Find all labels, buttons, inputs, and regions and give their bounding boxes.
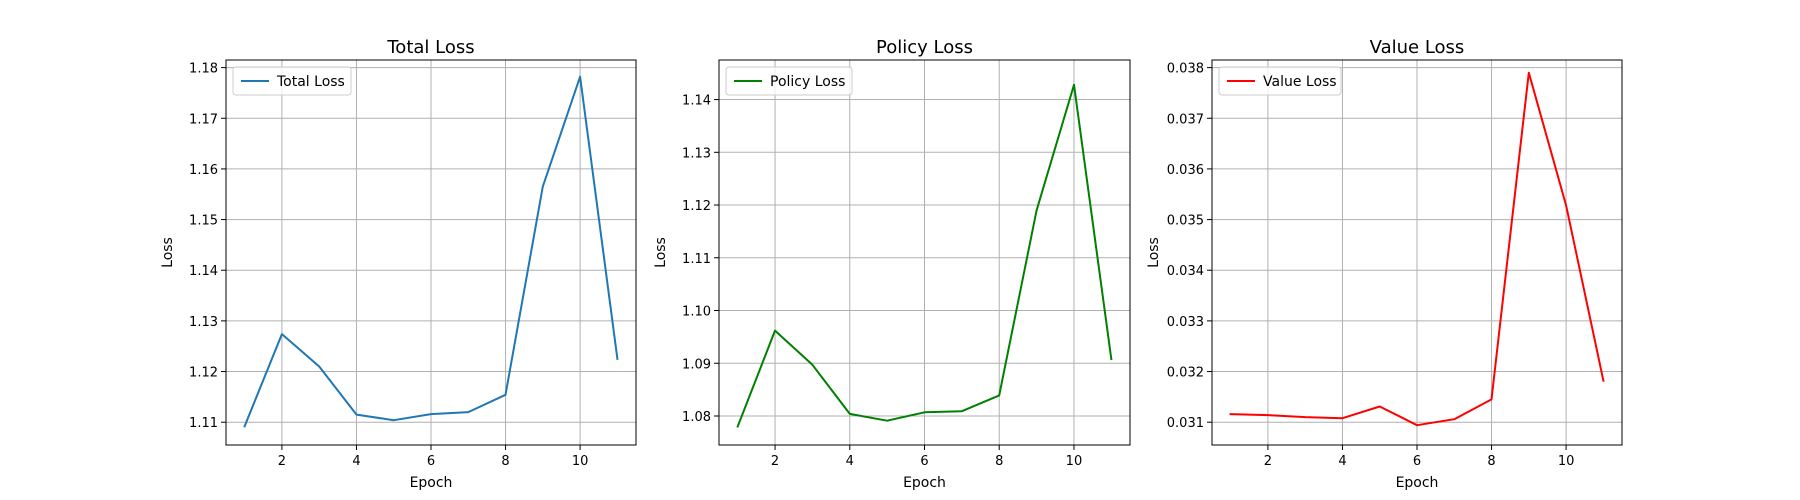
y-tick-label: 0.038: [1167, 62, 1204, 77]
y-tick-label: 1.14: [682, 94, 711, 109]
y-tick-label: 0.034: [1167, 264, 1204, 279]
y-tick-label: 1.09: [682, 357, 711, 372]
x-tick-label: 10: [1066, 454, 1083, 469]
y-tick-label: 0.035: [1167, 214, 1204, 229]
y-tick-label: 1.18: [189, 62, 218, 77]
x-tick-label: 2: [1264, 454, 1272, 469]
x-tick-label: 8: [501, 454, 509, 469]
legend-label: Total Loss: [276, 74, 345, 90]
x-tick-label: 10: [1558, 454, 1575, 469]
y-tick-label: 0.033: [1167, 315, 1204, 330]
series-line: [243, 75, 619, 428]
y-tick-label: 1.13: [682, 146, 711, 161]
x-tick-label: 4: [846, 454, 854, 469]
y-axis-label: Loss: [1146, 237, 1162, 268]
y-tick-label: 1.12: [189, 366, 218, 381]
x-tick-label: 6: [427, 454, 435, 469]
x-axis-label: Epoch: [410, 475, 453, 491]
y-tick-label: 0.036: [1167, 163, 1204, 178]
legend-box: [1218, 66, 1342, 96]
x-tick-label: 2: [771, 454, 779, 469]
y-tick-label: 1.12: [682, 199, 711, 214]
series-line: [736, 83, 1113, 428]
y-tick-label: 1.14: [189, 264, 218, 279]
x-tick-label: 2: [278, 454, 286, 469]
y-tick-label: 1.11: [682, 252, 711, 267]
chart-title: Total Loss: [386, 37, 474, 58]
y-tick-label: 1.17: [189, 112, 218, 127]
y-tick-label: 1.13: [189, 315, 218, 330]
y-tick-label: 1.15: [189, 214, 218, 229]
y-tick-label: 0.032: [1167, 366, 1204, 381]
legend: Value Loss: [1218, 66, 1342, 96]
y-axis-label: Loss: [653, 237, 669, 268]
x-tick-label: 8: [1487, 454, 1495, 469]
series-line: [1229, 71, 1605, 427]
legend-label: Policy Loss: [770, 74, 845, 90]
x-axis-label: Epoch: [1396, 475, 1439, 491]
x-tick-label: 6: [1413, 454, 1421, 469]
legend-label: Value Loss: [1263, 74, 1337, 90]
chart-title: Policy Loss: [876, 37, 973, 58]
x-tick-label: 4: [352, 454, 360, 469]
y-tick-label: 0.037: [1167, 112, 1204, 127]
y-tick-label: 1.08: [682, 410, 711, 425]
panel-1: 2 4 6 8 10 1.08 1.09 1.10 1.11 1.12 1.13 1.14 Policy…: [653, 37, 1131, 491]
y-axis-label: Loss: [160, 237, 176, 268]
legend: Policy Loss: [725, 66, 853, 96]
panel-0: 2 4 6 8 10 1.11 1.12 1.13 1.14 1.15 1.16 1.17 1.18 To…: [160, 37, 637, 491]
chart-title: Value Loss: [1370, 37, 1465, 58]
x-axis-label: Epoch: [903, 475, 946, 491]
y-tick-label: 1.10: [682, 305, 711, 320]
x-tick-label: 8: [995, 454, 1003, 469]
x-tick-label: 6: [920, 454, 928, 469]
panel-2: 2 4 6 8 10 0.031 0.032 0.033 0.034 0.035 0.036 0.03…: [1146, 37, 1623, 491]
legend-box: [232, 66, 352, 96]
y-tick-label: 1.11: [189, 416, 218, 431]
legend-box: [725, 66, 853, 96]
y-tick-label: 1.16: [189, 163, 218, 178]
x-tick-label: 10: [572, 454, 589, 469]
legend: Total Loss: [232, 66, 352, 96]
x-tick-label: 4: [1338, 454, 1346, 469]
y-tick-label: 0.031: [1167, 416, 1204, 431]
